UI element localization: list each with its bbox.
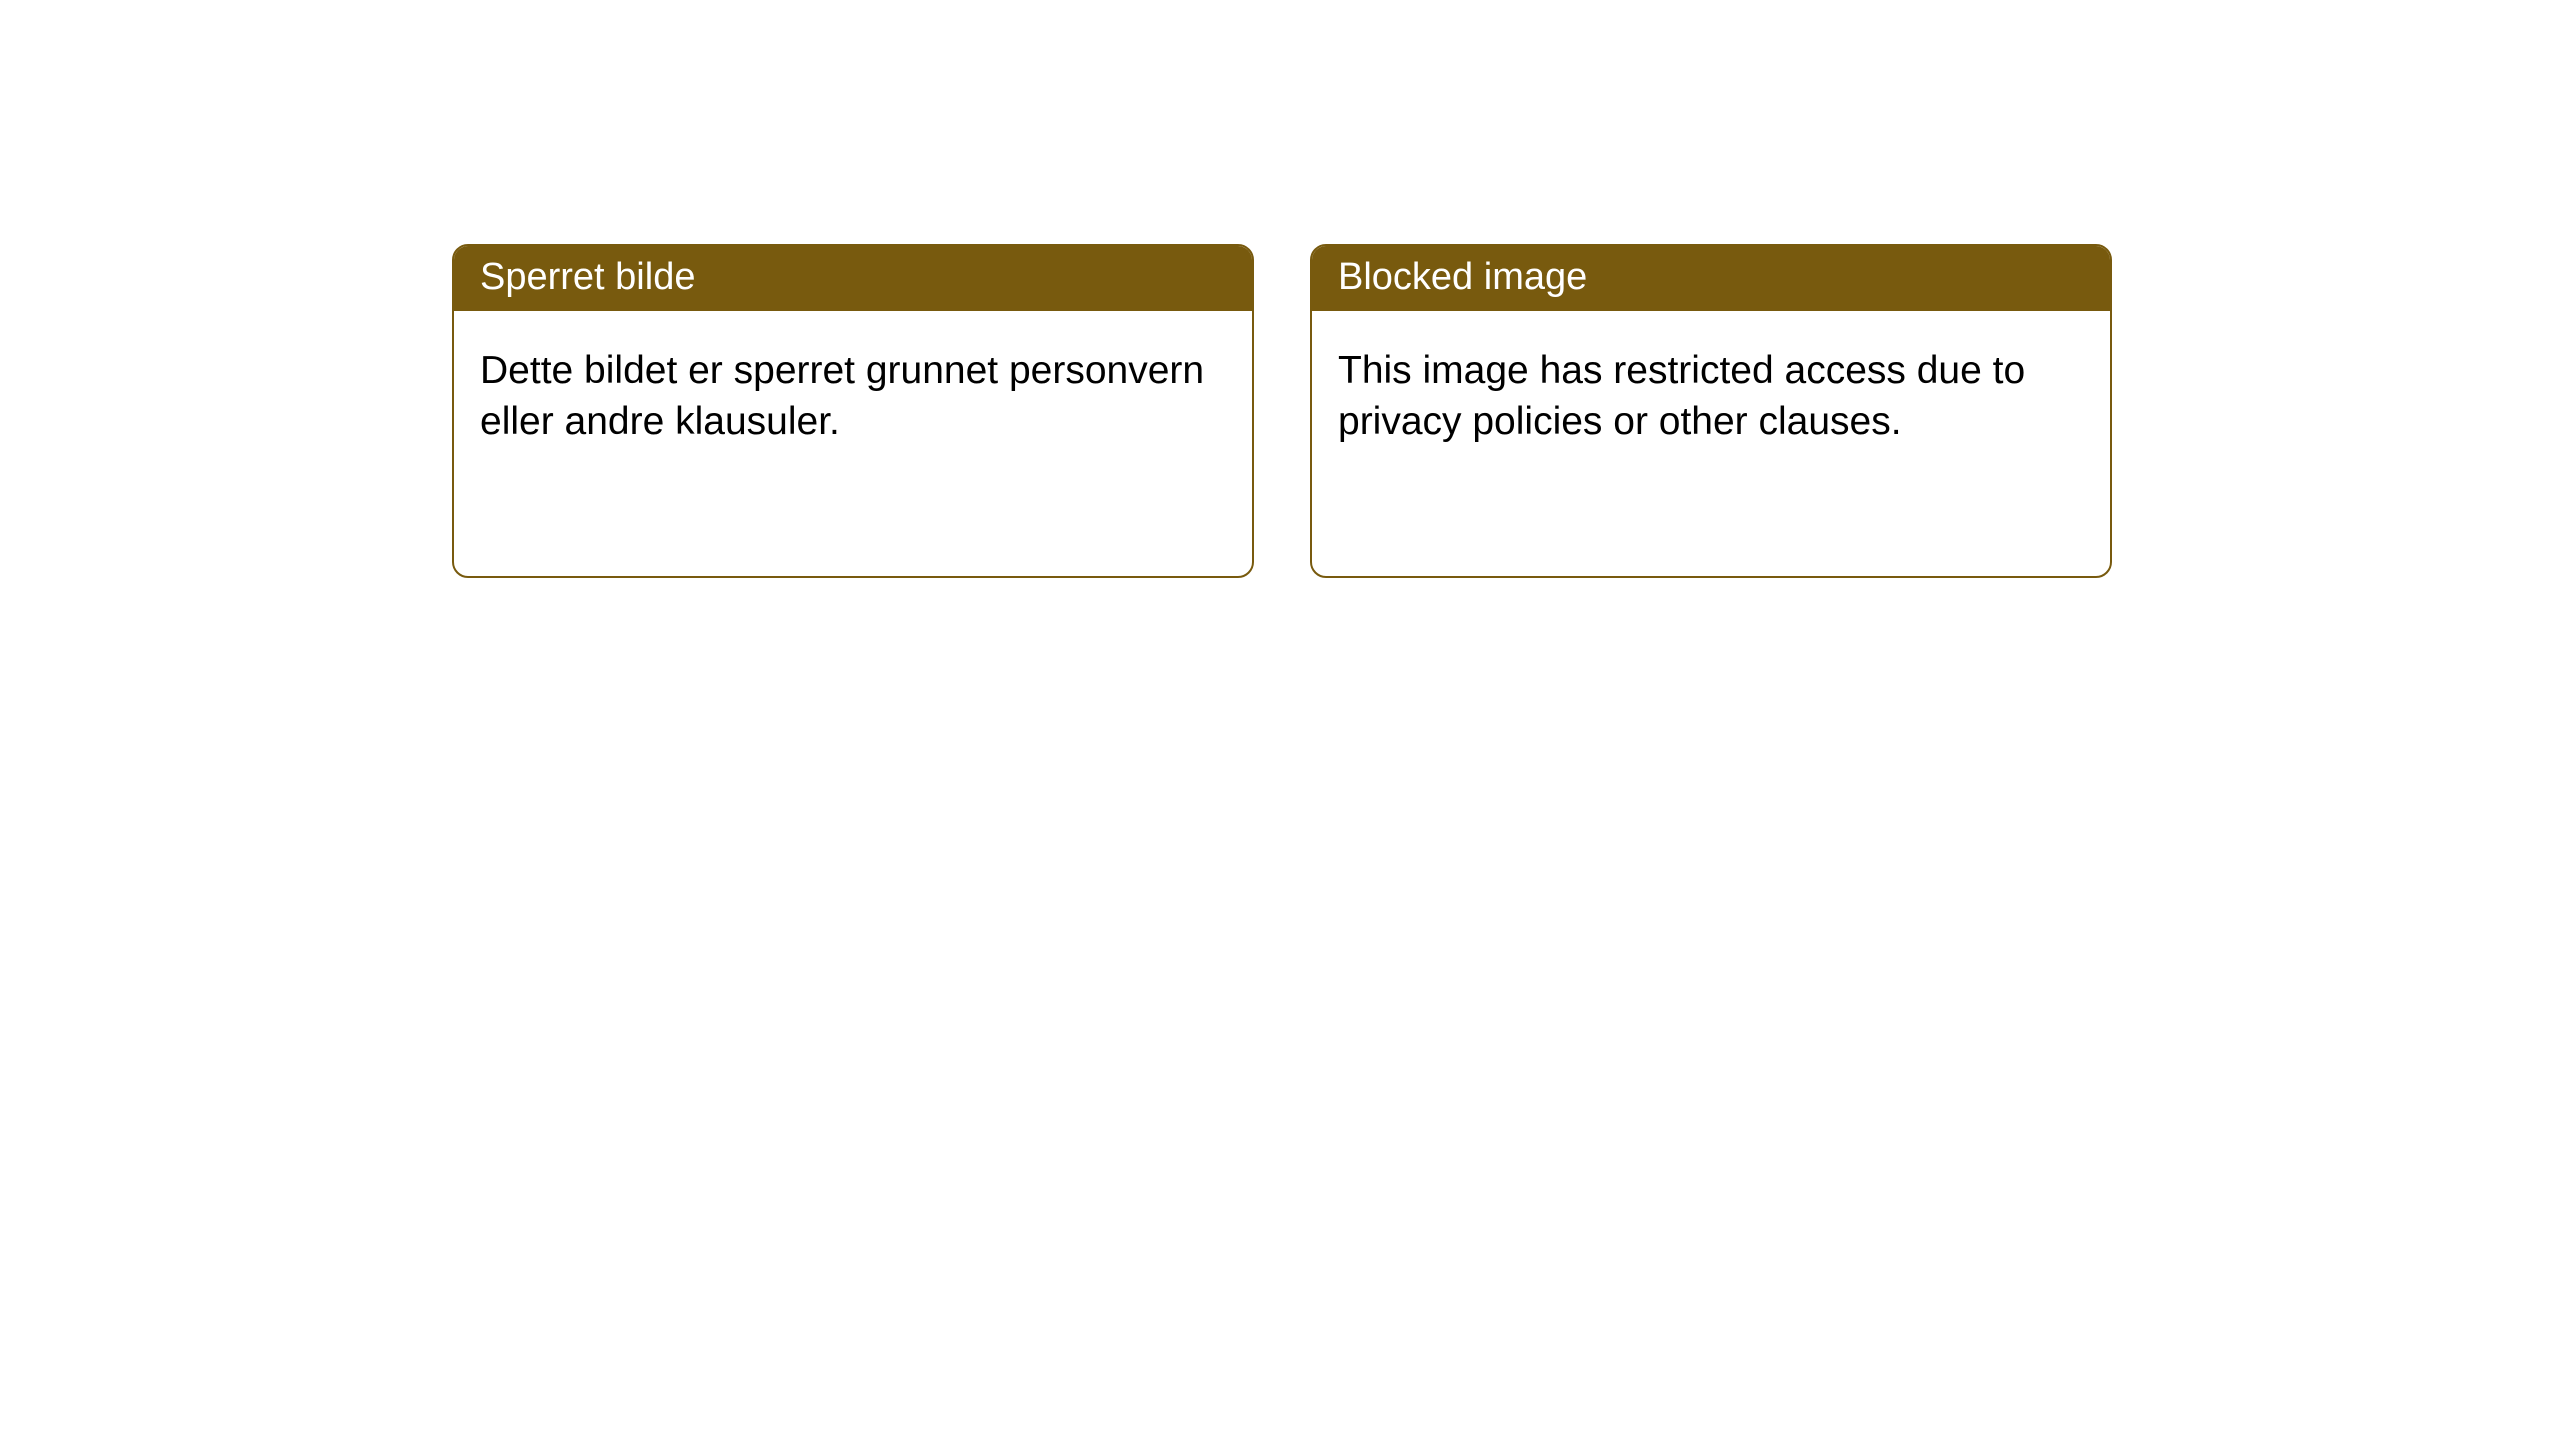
notice-card-english: Blocked image This image has restricted … [1310, 244, 2112, 578]
notice-header: Sperret bilde [454, 246, 1252, 311]
notice-body: This image has restricted access due to … [1312, 311, 2110, 482]
notice-body: Dette bildet er sperret grunnet personve… [454, 311, 1252, 482]
notice-container: Sperret bilde Dette bildet er sperret gr… [0, 0, 2560, 578]
notice-card-norwegian: Sperret bilde Dette bildet er sperret gr… [452, 244, 1254, 578]
notice-header: Blocked image [1312, 246, 2110, 311]
